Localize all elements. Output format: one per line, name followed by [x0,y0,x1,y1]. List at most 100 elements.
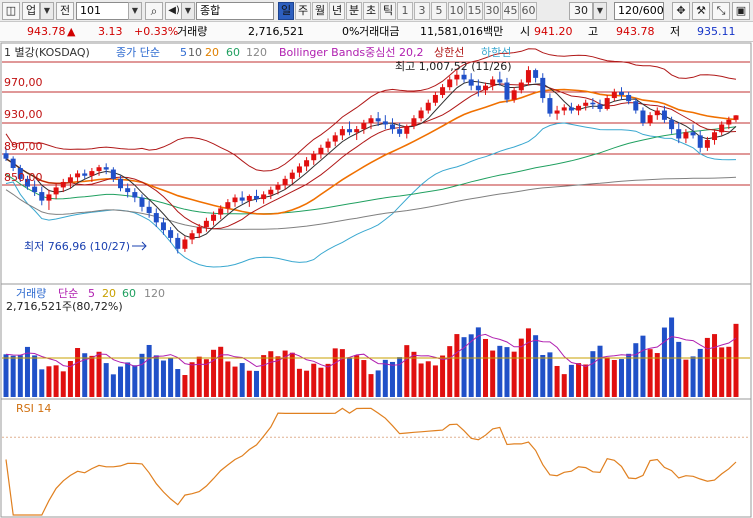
bb-upper-legend: 상한선 [434,46,464,59]
volume-bar [311,363,317,397]
save-icon[interactable]: ▣ [732,2,750,20]
sound-dropdown-icon[interactable]: ▼ [181,2,195,20]
search-icon[interactable]: ⌕ [145,2,163,20]
volume-bar [361,360,367,397]
volume-bar [139,353,145,397]
volume-bar [89,355,95,397]
candle-body [32,186,38,193]
y-tick-890: 890,00 [4,140,43,153]
volume-bar [296,368,302,397]
period-7[interactable]: 1 [397,2,413,20]
period-1[interactable]: 주 [295,2,311,20]
candle-body [490,79,496,86]
volume-bar [647,349,653,397]
rsi-panel[interactable] [0,398,752,518]
period-10[interactable]: 10 [448,2,465,20]
volume-bar [253,370,259,397]
candle-body [347,129,353,133]
volume-bar [540,354,546,397]
code-dropdown-icon[interactable]: ▼ [128,2,142,20]
volume-ma5-line [5,333,737,368]
candle-body [339,129,345,136]
volume-bar [39,369,45,397]
volume-bar [118,366,124,397]
volume-bar [75,348,81,397]
candle-body [432,94,438,103]
capture-icon[interactable]: ⤡ [712,2,730,20]
period-2[interactable]: 월 [312,2,328,20]
rsi-line [5,407,737,516]
volume-bar [511,351,517,397]
period-8[interactable]: 3 [414,2,430,20]
candle-body [67,177,73,182]
candle-body [218,208,224,215]
volume-bar [375,370,381,397]
period-value[interactable]: 30 [569,2,593,20]
period-4[interactable]: 분 [346,2,362,20]
volume-bar [633,343,639,397]
volume-bar [497,345,503,397]
volume-bar [533,335,539,397]
candle-body [647,115,653,123]
candle-body [146,206,152,214]
candle-body [211,214,217,221]
volume-bar [397,357,403,397]
prev-button[interactable]: 전 [56,2,74,20]
price-legend-title: 1 별강(KOSDAQ) [4,46,90,59]
period-9[interactable]: 5 [431,2,447,20]
period-12[interactable]: 30 [484,2,501,20]
volume-bar [339,349,345,397]
volume-bar [669,317,675,397]
period-14[interactable]: 60 [520,2,537,20]
volume-bar [189,362,195,397]
volume-bar [518,338,524,397]
volume-bar [46,366,52,397]
volume-bar [576,363,582,397]
volume-bar [246,370,252,397]
candle-body [296,166,302,173]
volume-bar [461,337,467,397]
ma120-legend: 120 [246,46,267,59]
bb-legend: Bollinger Bands중심선 20,2 [279,46,424,59]
volume-bar [182,375,188,397]
candle-body [39,192,45,201]
market-dropdown-icon[interactable]: ▼ [40,2,54,20]
volume-ma60-legend: 60 [122,287,136,300]
volume-bar [146,344,152,397]
count-input[interactable]: 120/600 [614,2,664,20]
candle-body [654,110,660,116]
period-3[interactable]: 년 [329,2,345,20]
candle-body [483,85,489,91]
period-dropdown-icon[interactable]: ▼ [593,2,607,20]
market-select[interactable]: 업 [22,2,40,20]
period-13[interactable]: 45 [502,2,519,20]
volume-bar [640,335,646,397]
y-tick-970: 970,00 [4,76,43,89]
volume-bar [726,346,732,397]
crosshair-icon[interactable]: ✥ [672,2,690,20]
volume-bar [325,363,331,397]
volume-bar [82,353,88,397]
period-5[interactable]: 초 [363,2,379,20]
volume-bar [132,365,138,397]
period-11[interactable]: 15 [466,2,483,20]
period-0[interactable]: 일 [278,2,294,20]
chart-layout-icon[interactable]: ◫ [2,2,20,20]
candle-body [540,77,546,99]
volume-bar [53,365,59,397]
price-panel[interactable] [0,42,752,285]
up-arrow-icon: ▲ [67,25,76,38]
volume-bar [103,363,109,397]
candle-body [246,195,252,201]
bb-upper-line [5,48,737,172]
candle-body [533,70,539,78]
volume-bar [554,365,560,397]
candle-body [547,98,553,114]
open-value: 941.20 [534,25,573,38]
candle-body [318,147,324,155]
period-6[interactable]: 틱 [380,2,396,20]
candle-body [697,135,703,148]
candle-body [160,222,166,231]
tools-icon[interactable]: ⚒ [692,2,710,20]
